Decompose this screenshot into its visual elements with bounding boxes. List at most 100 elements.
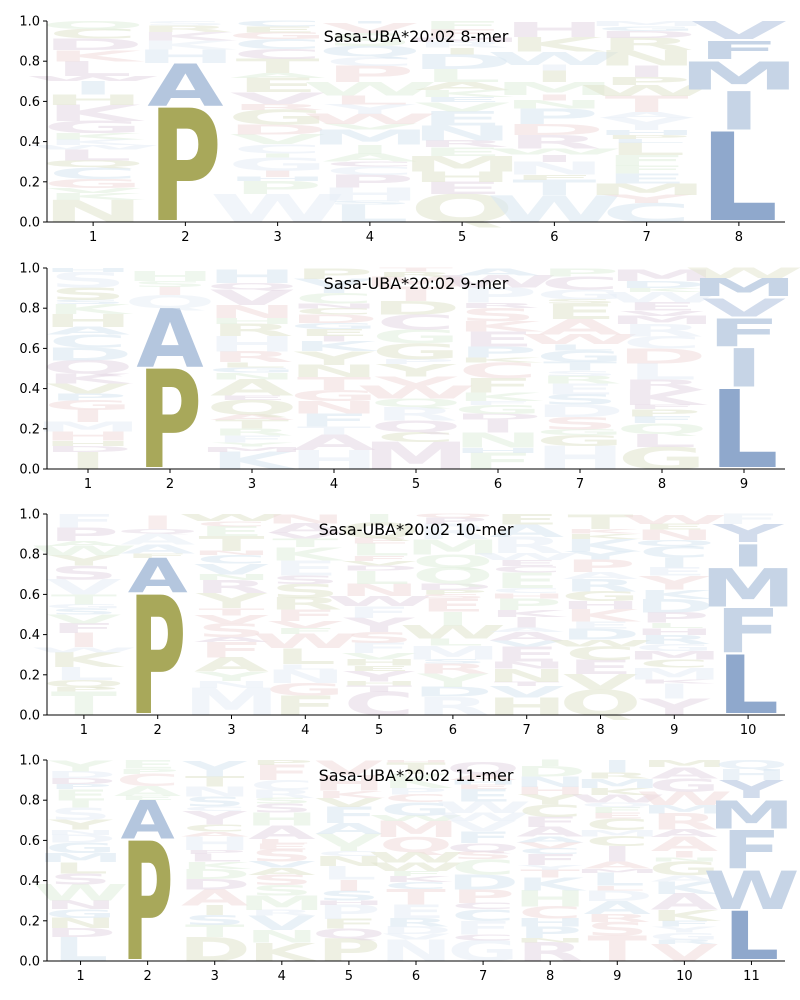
- logo-letter-T: T: [512, 176, 596, 201]
- logo-letter-N: N: [207, 302, 298, 323]
- logo-letter-Y: Y: [712, 519, 785, 548]
- logo-letter-V: V: [315, 831, 383, 851]
- logo-letter-P: P: [458, 344, 538, 362]
- logo-letter-M: M: [574, 828, 661, 839]
- y-tick-label: 1.0: [19, 262, 40, 277]
- logo-letter-H: H: [503, 18, 606, 42]
- logo-letter-I: I: [333, 877, 365, 895]
- logo-letter-P: P: [294, 266, 374, 282]
- logo-letter-E: E: [118, 758, 178, 772]
- logo-letter-D: D: [289, 313, 379, 326]
- logo-letter-C: C: [116, 771, 180, 790]
- logo-letter-T: T: [386, 885, 446, 910]
- logo-letter-M: M: [362, 274, 470, 289]
- logo-letter-R: R: [210, 349, 294, 366]
- logo-letter-A: A: [181, 885, 249, 911]
- logo-letter-Q: Q: [370, 396, 462, 409]
- y-tick-label: 0.6: [19, 342, 40, 357]
- logo-letter-I: I: [439, 46, 485, 57]
- logo-letter-W: W: [486, 147, 622, 157]
- logo-letter-M: M: [574, 776, 661, 791]
- logo-letter-V: V: [230, 89, 325, 108]
- logo-letter-K: K: [456, 390, 545, 403]
- logo-letter-E: E: [605, 171, 689, 186]
- x-tick-label: 9: [613, 969, 621, 984]
- logo-letter-W: W: [25, 75, 161, 83]
- logo-panel-3: TPQLKWIFVSGTVSYWAPFPAFAAQIMNYAFASVTYRNVC…: [19, 508, 796, 753]
- logo-letter-K: K: [292, 339, 380, 354]
- logo-letter-C: C: [232, 46, 322, 62]
- logo-letter-V: V: [46, 575, 121, 600]
- logo-letter-S: S: [49, 562, 119, 584]
- logo-letter-M: M: [626, 665, 722, 684]
- logo-letter-V: V: [210, 285, 295, 310]
- logo-letter-V: V: [230, 132, 326, 147]
- logo-letter-G: G: [371, 326, 460, 347]
- logo-letter-L: L: [274, 663, 336, 671]
- logo-letter-S: S: [197, 620, 267, 641]
- logo-letter-H: H: [486, 592, 567, 601]
- logo-letter-R: R: [651, 809, 718, 834]
- logo-letter-M: M: [574, 868, 661, 875]
- x-tick-label: 7: [523, 723, 531, 738]
- logo-letter-K: K: [45, 131, 145, 141]
- logo-letter-Y: Y: [293, 276, 375, 298]
- logo-letter-H: H: [43, 267, 134, 273]
- logo-letter-A: A: [248, 866, 316, 878]
- logo-letter-P: P: [149, 77, 221, 257]
- logo-letter-Q: Q: [338, 519, 420, 543]
- logo-letter-K: K: [583, 786, 655, 798]
- logo-letter-K: K: [138, 38, 238, 52]
- logo-letter-V: V: [489, 639, 564, 648]
- logo-letter-E: E: [420, 178, 504, 198]
- logo-letter-N: N: [191, 573, 272, 582]
- logo-letter-S: S: [250, 846, 313, 865]
- logo-letter-T: T: [346, 684, 412, 694]
- logo-letter-H: H: [339, 658, 420, 668]
- logo-letter-V: V: [489, 683, 564, 701]
- logo-letter-I: I: [255, 152, 301, 159]
- logo-letter-P: P: [601, 75, 691, 87]
- logo-letter-F: F: [319, 803, 379, 829]
- logo-letter-C: C: [183, 805, 247, 812]
- logo-letter-W: W: [435, 799, 531, 817]
- logo-letter-E: E: [346, 664, 412, 672]
- logo-letter-R: R: [456, 301, 540, 309]
- logo-letter-E: E: [236, 25, 320, 34]
- logo-letter-E: E: [198, 524, 264, 539]
- logo-letter-D: D: [617, 279, 707, 290]
- logo-letter-G: G: [45, 907, 117, 921]
- logo-letter-P: P: [601, 134, 691, 141]
- logo-letter-C: C: [48, 26, 138, 41]
- logo-letter-L: L: [348, 541, 410, 560]
- logo-letter-R: R: [374, 270, 458, 278]
- logo-letter-E: E: [641, 523, 707, 532]
- logo-letter-C: C: [565, 643, 636, 664]
- logo-letter-V: V: [414, 100, 510, 114]
- logo-letter-G: G: [635, 642, 715, 654]
- logo-letter-K: K: [45, 191, 145, 202]
- logo-letter-K: K: [315, 789, 387, 801]
- logo-letter-E: E: [420, 107, 504, 129]
- logo-letter-F: F: [520, 814, 580, 830]
- logo-letter-I: I: [668, 849, 700, 860]
- logo-letter-F: F: [51, 621, 117, 636]
- logo-letter-M: M: [708, 792, 795, 837]
- logo-letter-M: M: [585, 20, 708, 28]
- logo-letter-N: N: [312, 854, 385, 870]
- x-tick-label: 6: [494, 477, 502, 492]
- logo-letter-G: G: [227, 106, 328, 130]
- logo-letter-E: E: [236, 74, 320, 96]
- logo-letter-W: W: [30, 544, 137, 559]
- logo-letter-I: I: [509, 615, 545, 631]
- logo-letter-F: F: [453, 828, 513, 847]
- logo-letter-P: P: [451, 886, 515, 908]
- logo-letter-W: W: [435, 811, 531, 824]
- logo-letter-G: G: [535, 347, 624, 365]
- logo-letter-I: I: [66, 630, 102, 652]
